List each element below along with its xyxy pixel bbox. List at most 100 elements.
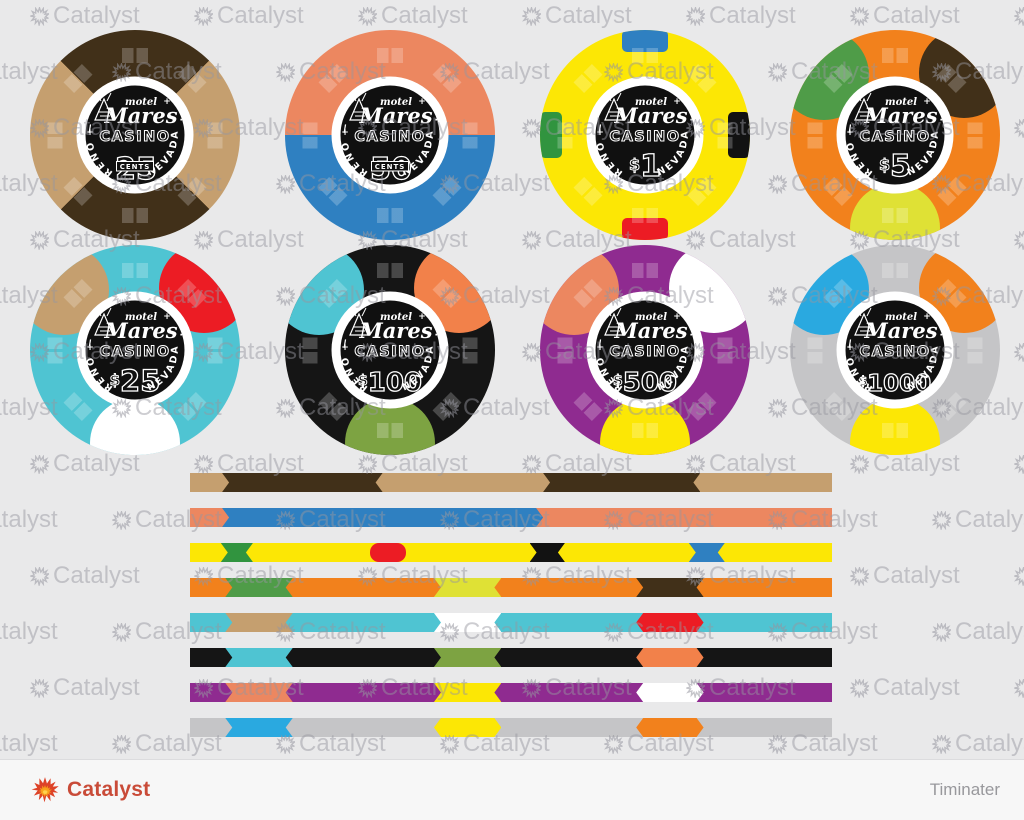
catalyst-burst-icon [522, 230, 541, 250]
chip-edge-strip [190, 508, 832, 527]
watermark: Catalyst [1014, 562, 1024, 590]
chip-mold-mark [207, 337, 223, 363]
denomination-cents: 50 CENTS [369, 151, 412, 187]
catalyst-burst-icon [604, 734, 623, 754]
chip-edge-strip [190, 578, 832, 597]
cents-ribbon [116, 161, 154, 172]
chip-mold-mark [557, 337, 573, 363]
medallion-face [340, 300, 440, 400]
chip-mold-mark [207, 122, 223, 148]
catalyst-burst-icon [932, 510, 951, 530]
chip-mold-mark [967, 337, 983, 363]
catalyst-burst-icon [850, 566, 869, 586]
teepee-poles [351, 307, 367, 332]
catalyst-burst-icon [1014, 342, 1024, 362]
catalyst-burst-icon [522, 6, 541, 26]
catalyst-burst-icon [30, 6, 49, 26]
medallion-deco-plus: + [923, 97, 931, 107]
medallion-deco-dots: · · [683, 116, 693, 126]
medallion-mares-text: Mares [358, 318, 432, 343]
catalyst-burst-icon [768, 62, 787, 82]
catalyst-burst-icon [768, 174, 787, 194]
cents-label: CENTS [375, 163, 406, 171]
edge-spot-segment [434, 683, 501, 702]
chip-mold-mark [122, 47, 148, 63]
watermark-text: Catalyst [709, 2, 796, 29]
chip-medallion: motel + Mares + · · CASINO RENO — NEVADA… [586, 291, 704, 409]
teepee-icon [349, 312, 369, 336]
medallion-deco-plus: + [673, 312, 681, 322]
medallion-deco-plus-left: + [341, 128, 349, 138]
chip-mold-mark [47, 122, 63, 148]
denomination-cents: 25 CENTS [114, 151, 157, 187]
watermark: Catalyst [194, 2, 304, 30]
chip-mold-mark [377, 207, 403, 223]
teepee-poles [96, 92, 112, 117]
medallion-deco-dots: · · [428, 116, 438, 126]
chip-mold-mark [807, 337, 823, 363]
teepee-icon [94, 97, 114, 121]
teepee-icon [854, 312, 874, 336]
chip-edge-strip [190, 718, 832, 737]
catalyst-flame-icon [31, 777, 59, 803]
catalyst-burst-icon [686, 454, 705, 474]
medallion-face [595, 85, 695, 185]
teepee-poles [856, 307, 872, 332]
watermark-text: Catalyst [873, 2, 960, 29]
poker-chip: motel + Mares + · · CASINO RENO — NEVADA… [790, 245, 1000, 455]
medallion-deco-plus: + [418, 97, 426, 107]
edge-spot-segment [225, 718, 292, 737]
medallion-motel-text: motel [885, 97, 917, 108]
chip-mold-mark [302, 122, 318, 148]
watermark: Catalyst [1014, 450, 1024, 478]
edge-spot-segment [636, 648, 703, 667]
catalyst-burst-icon [1014, 454, 1024, 474]
medallion-deco-dots: · · [173, 331, 183, 341]
medallion-face [845, 300, 945, 400]
chip-medallion: motel + Mares + · · CASINO RENO — NEVADA… [331, 76, 449, 194]
chip-medallion: motel + Mares + · · CASINO RENO — NEVADA… [76, 291, 194, 409]
edge-spot-segment [636, 683, 703, 702]
chip-mold-mark [717, 122, 733, 148]
watermark-text: Catalyst [53, 2, 140, 29]
chip-medallion: motel + Mares + · · CASINO RENO — NEVADA… [836, 291, 954, 409]
catalyst-burst-icon [358, 454, 377, 474]
medallion-deco-plus-left: + [341, 343, 349, 353]
edge-spot-segment [530, 543, 565, 562]
chip-mold-mark [882, 47, 908, 63]
teepee-icon [94, 312, 114, 336]
chip-edge-strip [190, 613, 832, 632]
chip-mold-mark [377, 422, 403, 438]
chip-mold-mark [302, 337, 318, 363]
edge-spot-segment [636, 613, 703, 632]
catalyst-burst-icon [112, 510, 131, 530]
edge-spot-segment [689, 543, 725, 562]
catalyst-burst-icon [30, 454, 49, 474]
catalyst-burst-icon [1014, 230, 1024, 250]
chip-mold-mark [122, 262, 148, 278]
catalyst-burst-icon [112, 734, 131, 754]
denomination-dollars: $1 [628, 148, 661, 184]
footer-bar: Catalyst Timinater [0, 759, 1024, 820]
edge-spot-segment [225, 683, 292, 702]
medallion-casino-text: CASINO [99, 129, 170, 145]
chip-mold-mark [882, 262, 908, 278]
medallion-casino-text: CASINO [99, 344, 170, 360]
watermark: Catalyst [1014, 2, 1024, 30]
edge-spot-segment [434, 648, 501, 667]
chip-mold-mark [47, 337, 63, 363]
medallion-face [85, 85, 185, 185]
medallion-deco-dots: · · [933, 331, 943, 341]
watermark: Catalyst [30, 2, 140, 30]
edge-spot-segment [221, 543, 253, 562]
watermark-text: Catalyst [955, 506, 1024, 533]
medallion-casino-text: CASINO [859, 344, 930, 360]
edge-spot-segment [636, 718, 703, 737]
watermark-text: Catalyst [873, 674, 960, 701]
watermark: Catalyst [358, 2, 468, 30]
medallion-deco-plus-left: + [86, 128, 94, 138]
catalyst-burst-icon [1014, 678, 1024, 698]
watermark-text: Catalyst [0, 618, 58, 645]
watermark-text: Catalyst [53, 674, 140, 701]
footer-author-name: Timinater [929, 780, 1000, 799]
